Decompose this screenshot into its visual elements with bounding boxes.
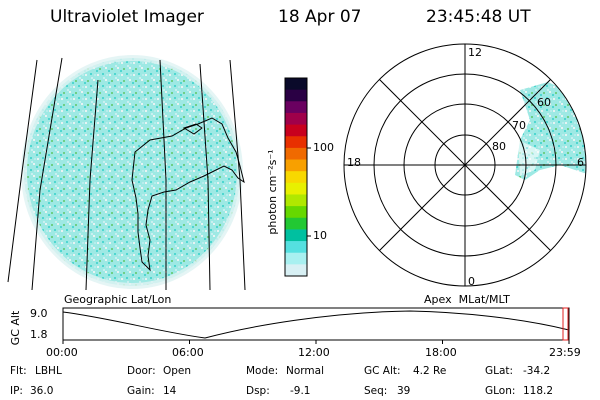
status-door-value: Open xyxy=(163,365,192,377)
status-seq-key: Seq: xyxy=(364,385,388,397)
colorbar-cell xyxy=(285,112,307,126)
status-flt-key: Flt: xyxy=(10,365,27,377)
colorbar-cell xyxy=(285,136,307,149)
status-glon-value: 118.2 xyxy=(523,385,554,397)
geographic-label: Geographic Lat/Lon xyxy=(64,293,172,306)
meridian-line xyxy=(199,63,211,291)
meridian-line xyxy=(159,59,167,290)
colorbar-cell xyxy=(285,89,307,102)
altitude-curve xyxy=(62,310,570,339)
colorbar-cell xyxy=(285,264,307,277)
colorbar-cell xyxy=(285,147,307,161)
colorbar-cell xyxy=(285,241,307,254)
status-glon-key: GLon: xyxy=(485,385,516,397)
status-dsp-key: Dsp: xyxy=(246,385,270,397)
status-seq-value: 39 xyxy=(397,385,411,397)
altitude-plot-frame xyxy=(62,307,570,341)
time-label: 23:45:48 UT xyxy=(426,7,531,27)
mlt-label-12: 12 xyxy=(468,46,482,59)
status-ip-key: IP: xyxy=(10,385,23,397)
status-flt-value: LBHL xyxy=(35,365,62,377)
status-ip-value: 36.0 xyxy=(30,385,54,397)
mlt-label-18: 18 xyxy=(347,156,361,169)
coastline xyxy=(131,117,245,272)
mlt-label-6: 6 xyxy=(577,156,584,169)
mlat-label-80: 80 xyxy=(492,140,506,153)
status-gain-value: 14 xyxy=(163,385,177,397)
status-gcalt-key: GC Alt: xyxy=(364,365,401,377)
status-gcalt-value: 4.2 Re xyxy=(413,365,447,377)
colorbar-tick-10: 10 xyxy=(313,229,327,242)
colorbar-cell xyxy=(285,182,307,195)
altitude-ytick-min: 1.8 xyxy=(30,328,48,341)
altitude-xtick-0000: 00:00 xyxy=(46,346,78,359)
colorbar-cell xyxy=(285,194,307,207)
meridian-line xyxy=(229,59,246,291)
colorbar-cell xyxy=(285,159,307,172)
colorbar-cell xyxy=(285,252,307,265)
status-dsp-value: -9.1 xyxy=(290,385,311,397)
meridian-line xyxy=(7,59,38,283)
colorbar-cell xyxy=(285,101,307,114)
status-gain-key: Gain: xyxy=(127,385,155,397)
colorbar-cell xyxy=(285,229,307,242)
altitude-xtick-2359: 23:59 xyxy=(549,346,581,359)
mlt-label-0: 0 xyxy=(468,275,475,288)
polar-label: Apex MLat/MLT xyxy=(424,293,510,306)
colorbar-cell xyxy=(285,78,307,91)
altitude-xtick-1800: 18:00 xyxy=(425,346,457,359)
meridian-line xyxy=(85,79,99,291)
current-time-marker xyxy=(562,307,569,341)
status-glat-key: GLat: xyxy=(485,365,514,377)
colorbar-cell xyxy=(285,171,307,184)
instrument-title: Ultraviolet Imager xyxy=(50,7,204,27)
colorbar xyxy=(284,77,311,277)
colorbar-cell xyxy=(285,217,307,230)
altitude-ytick-max: 9.0 xyxy=(30,307,48,320)
colorbar-cell xyxy=(285,124,307,137)
status-mode-value: Normal xyxy=(286,365,324,377)
colorbar-tick-100: 100 xyxy=(313,141,334,154)
date-label: 18 Apr 07 xyxy=(278,7,362,27)
status-mode-key: Mode: xyxy=(246,365,279,377)
altitude-xtick-1200: 12:00 xyxy=(298,346,330,359)
earth-disk xyxy=(24,58,240,286)
colorbar-cell xyxy=(285,206,307,219)
meridian-line xyxy=(31,57,63,291)
status-door-key: Door: xyxy=(127,365,156,377)
mlat-label-60: 60 xyxy=(537,96,551,109)
altitude-xtick-0600: 06:00 xyxy=(172,346,204,359)
mlat-label-70: 70 xyxy=(512,119,526,132)
status-glat-value: -34.2 xyxy=(523,365,551,377)
